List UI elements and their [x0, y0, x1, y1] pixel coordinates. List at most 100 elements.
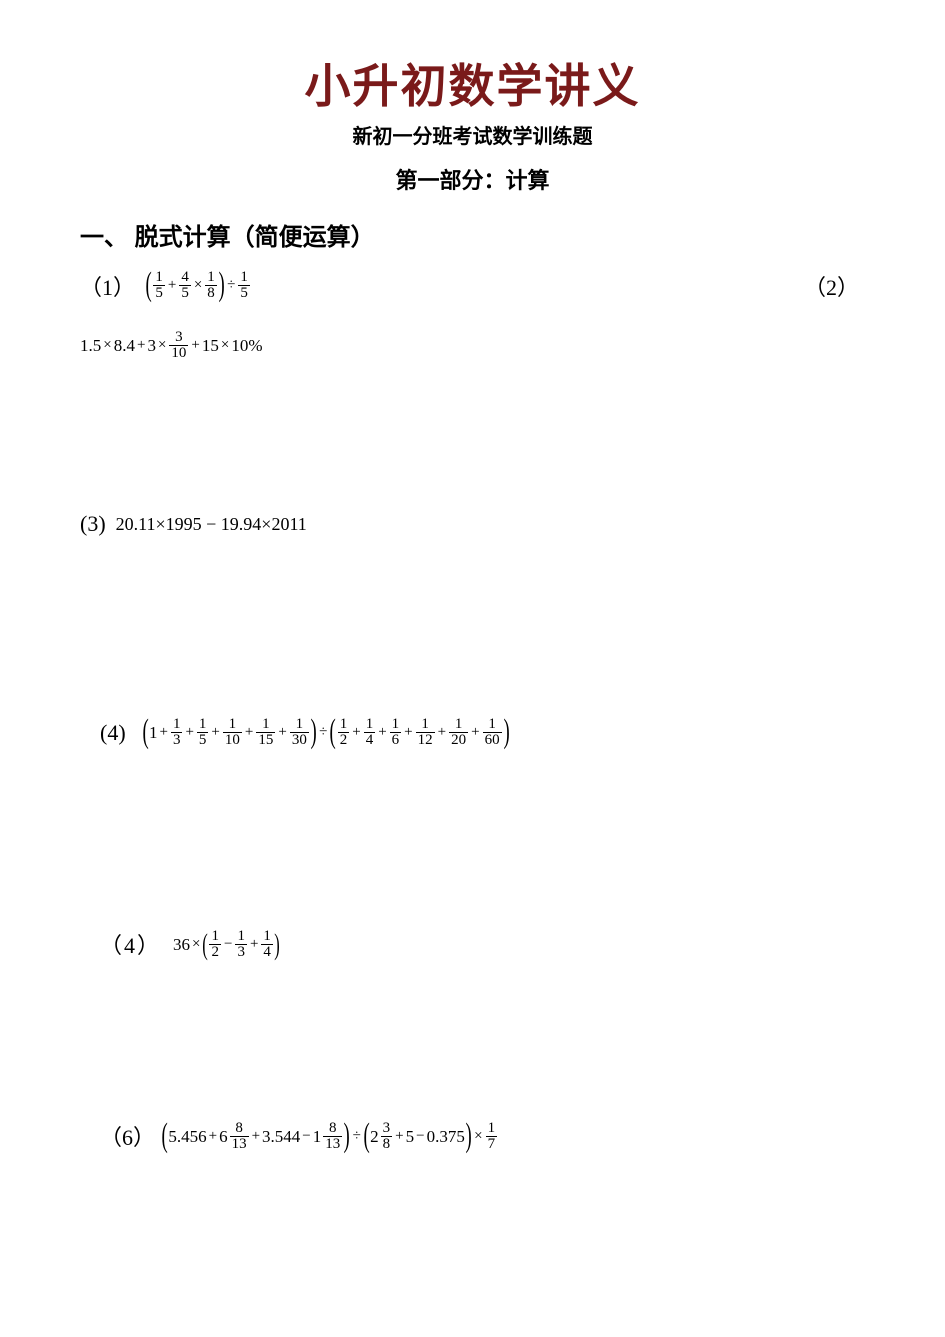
numerator: 1 — [260, 717, 272, 732]
numerator: 1 — [338, 717, 350, 732]
denominator: 10 — [169, 345, 188, 361]
numerator: 1 — [486, 1121, 498, 1136]
fraction: 13 — [235, 929, 247, 960]
problem-2: 1.5 × 8.4 + 3 × 3 10 + 15 × 10% — [80, 330, 865, 361]
fraction: 13 — [171, 717, 183, 748]
denominator: 5 — [153, 285, 165, 301]
whole: 2 — [370, 1128, 379, 1145]
spacer — [80, 547, 865, 717]
operator: × — [474, 1129, 482, 1144]
problem-3: (3) 20.11×1995 − 19.94×2011 — [80, 511, 865, 537]
right-paren-icon: ) — [465, 1121, 471, 1152]
subtitle: 新初一分班考试数学训练题 — [80, 120, 865, 149]
denominator: 6 — [390, 732, 402, 748]
text: 1.5 — [80, 337, 101, 354]
denominator: 30 — [290, 732, 309, 748]
denominator: 7 — [486, 1136, 498, 1152]
problem-label-6: （6） — [100, 1120, 155, 1152]
denominator: 3 — [235, 944, 247, 960]
text: 15 — [202, 337, 219, 354]
problem-label-3: (3) — [80, 511, 106, 537]
right-paren-icon: ) — [274, 931, 280, 958]
denominator: 20 — [449, 732, 468, 748]
operator: × — [158, 338, 166, 353]
numerator: 1 — [364, 717, 376, 732]
operator: + — [252, 1129, 260, 1144]
spacer — [80, 361, 865, 511]
problem-6-formula: ( 5.456 + 6 813 + 3.544 − 1 813 ) ÷ ( 2 … — [161, 1121, 498, 1152]
problem-1-formula: ( 1 5 + 4 5 × 1 8 ) ÷ 1 5 — [145, 270, 251, 301]
numerator: 3 — [381, 1121, 393, 1136]
numerator: 1 — [235, 929, 247, 944]
numerator: 8 — [327, 1121, 339, 1136]
text: 10% — [231, 337, 262, 354]
text: 3.544 — [262, 1128, 300, 1145]
operator: + — [352, 725, 360, 740]
operator: − — [224, 937, 232, 952]
left-paren-icon: ( — [330, 717, 336, 748]
left-paren-icon: ( — [363, 1121, 369, 1152]
fraction: 115 — [256, 717, 275, 748]
fraction: 12 — [209, 929, 221, 960]
numerator: 1 — [205, 270, 217, 285]
main-title: 小升初数学讲义 — [80, 50, 865, 116]
problem-label-1: （1） — [80, 275, 135, 300]
operator: + — [245, 725, 253, 740]
problem-3-formula: 20.11×1995 − 19.94×2011 — [116, 515, 307, 533]
problem-4b-formula: 36 × ( 12 − 13 + 14 ) — [173, 929, 280, 960]
text: 0.375 — [427, 1128, 465, 1145]
text: 36 — [173, 936, 190, 953]
left-paren-icon: ( — [142, 717, 148, 748]
fraction: 4 5 — [179, 270, 191, 301]
operator: + — [250, 937, 258, 952]
denominator: 4 — [364, 732, 376, 748]
denominator: 4 — [261, 944, 273, 960]
denominator: 13 — [230, 1136, 249, 1152]
operator: + — [168, 278, 176, 293]
numerator: 8 — [233, 1121, 245, 1136]
spacer — [80, 970, 865, 1120]
right-paren-icon: ) — [344, 1121, 350, 1152]
denominator: 13 — [323, 1136, 342, 1152]
right-paren-icon: ) — [218, 270, 224, 301]
operator: ÷ — [319, 725, 327, 740]
operator: ÷ — [227, 278, 235, 293]
operator: + — [395, 1129, 403, 1144]
numerator: 1 — [486, 717, 498, 732]
numerator: 4 — [179, 270, 191, 285]
problem-label-2: （2） — [804, 270, 859, 302]
numerator: 1 — [419, 717, 431, 732]
denominator: 2 — [338, 732, 350, 748]
fraction: 14 — [364, 717, 376, 748]
operator: × — [194, 278, 202, 293]
fraction: 110 — [223, 717, 242, 748]
operator: × — [103, 338, 111, 353]
fraction: 1 5 — [153, 270, 165, 301]
problem-4a-formula: ( 1 + 13 + 15 + 110 + 115 + 130 ) ÷ ( 12… — [142, 717, 510, 748]
fraction: 16 — [390, 717, 402, 748]
fraction: 3 10 — [169, 330, 188, 361]
text: 1 — [149, 724, 158, 741]
operator: + — [159, 725, 167, 740]
operator: + — [404, 725, 412, 740]
denominator: 8 — [381, 1136, 393, 1152]
operator: × — [221, 338, 229, 353]
fraction: 813 — [230, 1121, 249, 1152]
numerator: 1 — [294, 717, 306, 732]
numerator: 1 — [209, 929, 221, 944]
numerator: 1 — [238, 270, 250, 285]
fraction: 120 — [449, 717, 468, 748]
denominator: 15 — [256, 732, 275, 748]
left-paren-icon: ( — [146, 270, 152, 301]
denominator: 3 — [171, 732, 183, 748]
fraction: 112 — [416, 717, 435, 748]
mixed-number: 2 38 — [370, 1121, 393, 1152]
problem-label-4a: (4) — [100, 720, 126, 746]
numerator: 1 — [171, 717, 183, 732]
fraction: 15 — [197, 717, 209, 748]
mixed-number: 6 813 — [219, 1121, 250, 1152]
denominator: 60 — [483, 732, 502, 748]
fraction: 130 — [290, 717, 309, 748]
fraction: 17 — [486, 1121, 498, 1152]
problem-4b: （4） 36 × ( 12 − 13 + 14 ) — [100, 928, 865, 960]
